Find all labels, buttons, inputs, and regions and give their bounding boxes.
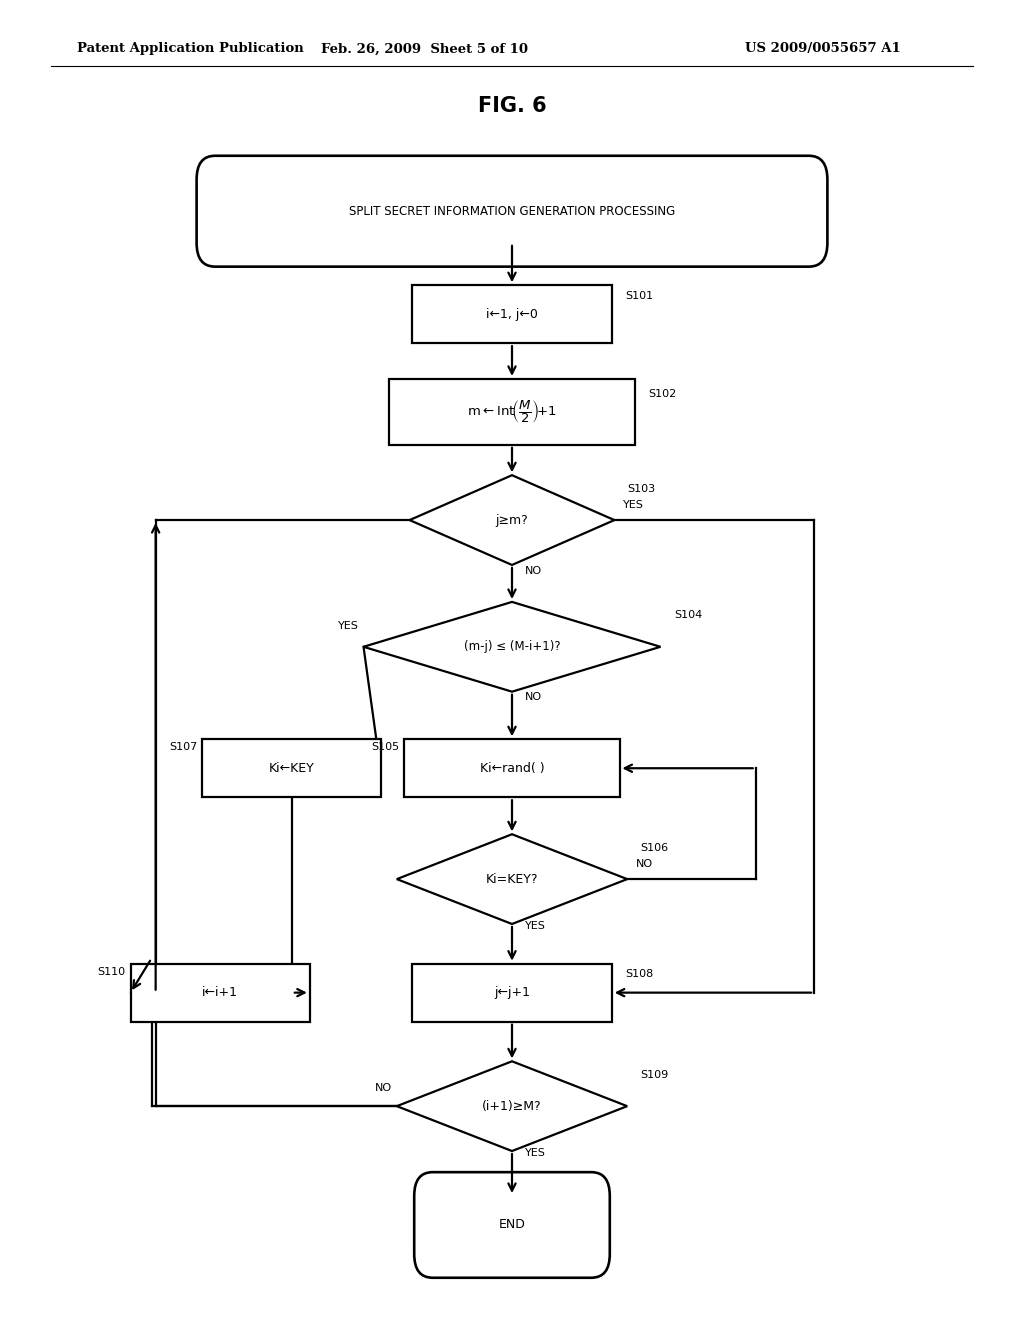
Polygon shape [364, 602, 660, 692]
Text: Ki=KEY?: Ki=KEY? [485, 873, 539, 886]
FancyBboxPatch shape [202, 739, 381, 797]
Text: Feb. 26, 2009  Sheet 5 of 10: Feb. 26, 2009 Sheet 5 of 10 [322, 42, 528, 55]
Text: US 2009/0055657 A1: US 2009/0055657 A1 [745, 42, 901, 55]
Text: (i+1)≥M?: (i+1)≥M? [482, 1100, 542, 1113]
Text: NO: NO [635, 858, 652, 869]
Polygon shape [397, 1061, 627, 1151]
Text: YES: YES [525, 1147, 546, 1158]
Text: i←i+1: i←i+1 [202, 986, 239, 999]
Text: j≥m?: j≥m? [496, 513, 528, 527]
Text: Patent Application Publication: Patent Application Publication [77, 42, 303, 55]
Text: YES: YES [338, 620, 358, 631]
FancyBboxPatch shape [389, 379, 635, 445]
Text: SPLIT SECRET INFORMATION GENERATION PROCESSING: SPLIT SECRET INFORMATION GENERATION PROC… [349, 205, 675, 218]
Text: END: END [499, 1218, 525, 1232]
Polygon shape [410, 475, 614, 565]
Text: i←1, j←0: i←1, j←0 [486, 308, 538, 321]
Text: m$\leftarrow$Int$\!\left(\dfrac{M}{2}\right)\!$+1: m$\leftarrow$Int$\!\left(\dfrac{M}{2}\ri… [467, 399, 557, 425]
FancyBboxPatch shape [404, 739, 620, 797]
Text: S109: S109 [641, 1069, 669, 1080]
Text: S103: S103 [628, 483, 655, 494]
Text: S110: S110 [97, 966, 125, 977]
Text: S104: S104 [674, 610, 702, 620]
Text: S106: S106 [641, 842, 669, 853]
Text: Ki←rand( ): Ki←rand( ) [479, 762, 545, 775]
Text: S101: S101 [625, 290, 653, 301]
Text: S107: S107 [169, 742, 197, 752]
Text: Ki←KEY: Ki←KEY [269, 762, 314, 775]
Text: YES: YES [623, 499, 643, 510]
Text: S108: S108 [625, 969, 653, 979]
Text: S105: S105 [372, 742, 399, 752]
Text: (m-j) ≤ (M-i+1)?: (m-j) ≤ (M-i+1)? [464, 640, 560, 653]
Text: NO: NO [525, 565, 543, 576]
FancyBboxPatch shape [414, 1172, 609, 1278]
Text: NO: NO [375, 1082, 391, 1093]
Text: j←j+1: j←j+1 [494, 986, 530, 999]
Polygon shape [397, 834, 627, 924]
Text: YES: YES [525, 920, 546, 931]
Text: S102: S102 [648, 388, 677, 399]
FancyBboxPatch shape [412, 964, 611, 1022]
FancyBboxPatch shape [131, 964, 309, 1022]
Text: NO: NO [525, 692, 543, 702]
FancyBboxPatch shape [412, 285, 611, 343]
Text: FIG. 6: FIG. 6 [477, 95, 547, 116]
FancyBboxPatch shape [197, 156, 827, 267]
